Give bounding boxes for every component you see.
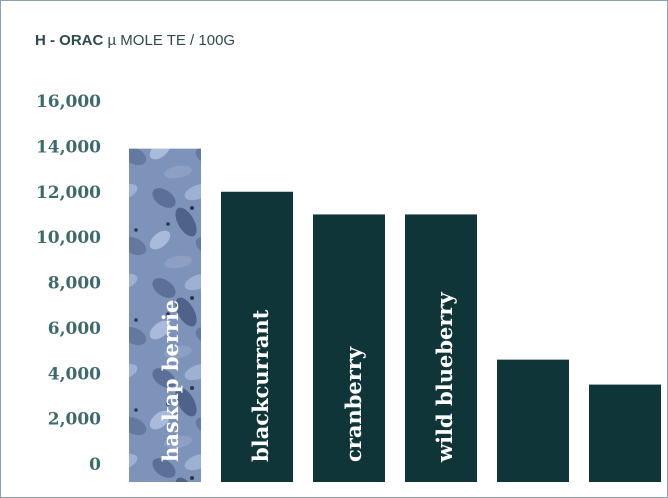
bar-blackcurrant — [221, 191, 293, 482]
bar-strawberry — [589, 384, 661, 482]
bar-label: cranberry — [341, 346, 366, 462]
y-axis: 0 2,000 4,000 6,000 8,000 10,000 12,000 14,000 1… — [36, 92, 101, 475]
y-tick-label: 4,000 — [48, 364, 101, 384]
y-tick-label: 8,000 — [48, 274, 101, 294]
bar-label: raspberry — [523, 208, 548, 322]
chart-title: H - ORAC µ MOLE TE / 100G — [35, 32, 235, 49]
y-tick-label: 16,000 — [36, 92, 101, 112]
bars: haskap berrie blackcurrant cranberry wild b… — [129, 148, 661, 483]
bar-label: strawberry — [611, 217, 636, 344]
y-tick-label: 6,000 — [48, 319, 101, 339]
y-tick-label: 12,000 — [36, 183, 101, 203]
chart-title-unit: µ MOLE TE / 100G — [107, 32, 236, 49]
y-tick-label: 2,000 — [48, 410, 101, 430]
bar-wild-blueberry — [405, 214, 477, 482]
y-tick-label: 0 — [89, 455, 101, 475]
bar-cranberry — [313, 214, 385, 482]
y-tick-label: 10,000 — [36, 228, 101, 248]
bar-label: haskap berrie — [158, 300, 183, 462]
bar-raspberry — [497, 359, 569, 482]
chart-title-main: H - ORAC — [35, 32, 104, 49]
bar-label: blackcurrant — [248, 309, 273, 462]
bar-haskap-berrie — [129, 148, 201, 483]
y-tick-label: 14,000 — [36, 137, 101, 157]
bar-label: wild blueberry — [432, 292, 457, 463]
